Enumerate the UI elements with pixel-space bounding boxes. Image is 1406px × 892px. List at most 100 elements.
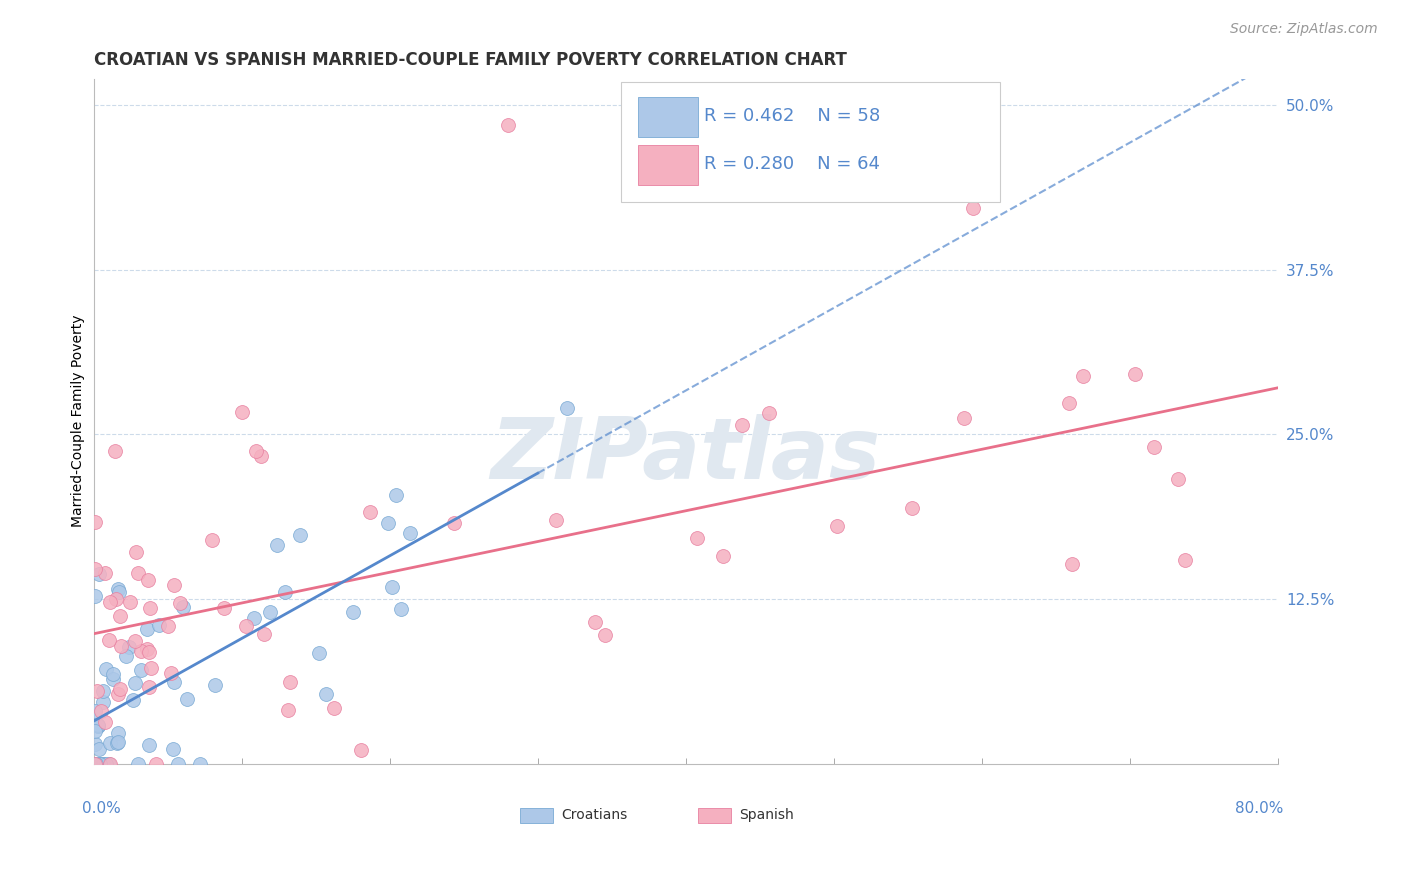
Point — [274, 585, 297, 599]
Point — [901, 501, 924, 516]
Point — [350, 743, 373, 757]
Point — [359, 505, 381, 519]
Point — [107, 585, 129, 599]
Point — [108, 681, 131, 696]
Point — [98, 756, 121, 771]
Point — [107, 726, 129, 740]
Point — [90, 704, 112, 718]
Point — [385, 488, 408, 502]
Point — [145, 756, 167, 771]
Text: 0.0%: 0.0% — [82, 801, 121, 816]
Point — [127, 756, 149, 771]
Y-axis label: Married-Couple Family Poverty: Married-Couple Family Poverty — [72, 315, 86, 527]
Point — [138, 680, 160, 694]
Point — [1071, 368, 1094, 383]
Point — [138, 738, 160, 752]
Point — [242, 611, 264, 625]
Point — [94, 566, 117, 581]
Point — [758, 406, 780, 420]
Point — [120, 595, 142, 609]
Point — [86, 756, 108, 771]
Point — [84, 589, 107, 603]
Point — [110, 639, 132, 653]
Point — [104, 444, 127, 458]
Point — [98, 595, 121, 609]
Point — [98, 632, 121, 647]
Text: CROATIAN VS SPANISH MARRIED-COUPLE FAMILY POVERTY CORRELATION CHART: CROATIAN VS SPANISH MARRIED-COUPLE FAMIL… — [94, 51, 846, 69]
Point — [91, 695, 114, 709]
Point — [1123, 367, 1146, 381]
Point — [118, 640, 141, 654]
Point — [169, 596, 191, 610]
Point — [124, 634, 146, 648]
Point — [731, 417, 754, 432]
Point — [94, 756, 117, 771]
Text: Spanish: Spanish — [740, 808, 794, 822]
FancyBboxPatch shape — [638, 97, 697, 136]
Point — [1143, 440, 1166, 454]
Point — [496, 118, 519, 132]
Point — [103, 672, 125, 686]
Point — [583, 615, 606, 629]
Point — [381, 580, 404, 594]
Point — [157, 618, 180, 632]
Point — [136, 573, 159, 587]
FancyBboxPatch shape — [620, 82, 1000, 202]
Point — [89, 756, 111, 771]
Point — [593, 628, 616, 642]
Point — [107, 687, 129, 701]
Point — [176, 692, 198, 706]
Point — [315, 687, 337, 701]
Point — [107, 735, 129, 749]
FancyBboxPatch shape — [697, 808, 731, 823]
Point — [86, 683, 108, 698]
Point — [278, 675, 301, 690]
Point — [266, 537, 288, 551]
Point — [188, 756, 211, 771]
Text: Croatians: Croatians — [561, 808, 627, 822]
Point — [107, 736, 129, 750]
Point — [290, 528, 312, 542]
Point — [87, 719, 110, 733]
Point — [686, 531, 709, 545]
Point — [148, 618, 170, 632]
Point — [389, 602, 412, 616]
Point — [138, 645, 160, 659]
Point — [94, 714, 117, 729]
Point — [962, 201, 984, 215]
Point — [204, 678, 226, 692]
Point — [167, 756, 190, 771]
Point — [544, 513, 567, 527]
Point — [139, 661, 162, 675]
Point — [250, 449, 273, 463]
Point — [1167, 472, 1189, 486]
Point — [97, 756, 120, 771]
Point — [98, 735, 121, 749]
Point — [87, 567, 110, 582]
Point — [84, 756, 107, 771]
Point — [245, 443, 267, 458]
Point — [713, 549, 735, 564]
Point — [259, 605, 281, 619]
Text: Source: ZipAtlas.com: Source: ZipAtlas.com — [1230, 22, 1378, 37]
Text: ZIPatlas: ZIPatlas — [491, 414, 882, 497]
Point — [127, 566, 149, 581]
Point — [124, 676, 146, 690]
Point — [342, 605, 364, 619]
Point — [115, 648, 138, 663]
Point — [1059, 396, 1081, 410]
Point — [91, 684, 114, 698]
Point — [94, 662, 117, 676]
Point — [231, 405, 253, 419]
Text: R = 0.280    N = 64: R = 0.280 N = 64 — [703, 155, 880, 173]
Point — [136, 622, 159, 636]
FancyBboxPatch shape — [520, 808, 553, 823]
Point — [172, 600, 194, 615]
Point — [91, 756, 114, 771]
Point — [89, 756, 111, 771]
Point — [84, 704, 107, 718]
Point — [443, 516, 465, 530]
Point — [86, 718, 108, 732]
Point — [1060, 558, 1083, 572]
Point — [322, 701, 344, 715]
